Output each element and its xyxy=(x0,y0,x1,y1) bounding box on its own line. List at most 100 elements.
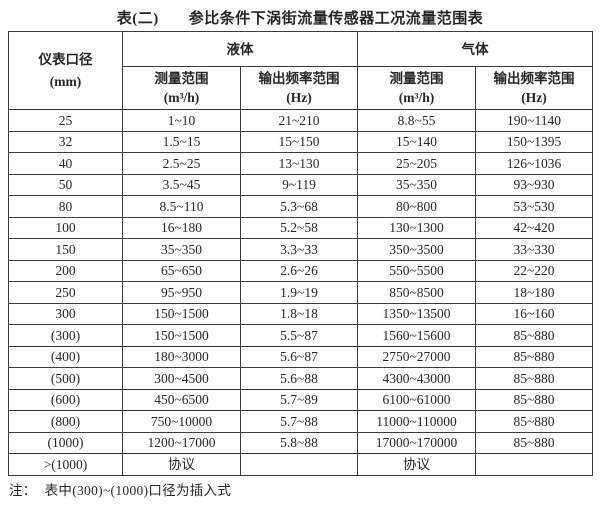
value-cell: 350~3500 xyxy=(357,238,476,261)
value-cell: 65~650 xyxy=(122,259,241,282)
table-title: 表(二) 参比条件下涡街流量传感器工况流量范围表 xyxy=(0,0,600,29)
value-cell: 8.8~55 xyxy=(357,109,476,132)
value-cell: 5.6~88 xyxy=(240,367,358,390)
value-cell: 95~950 xyxy=(122,281,241,304)
value-cell: 9~119 xyxy=(240,173,358,196)
table-row: (400) 180~3000 5.6~87 2750~27000 85~880 xyxy=(8,345,593,368)
value-cell: 190~1140 xyxy=(475,109,593,132)
value-cell: 85~880 xyxy=(475,431,593,454)
table-row: 250 95~950 1.9~19 850~8500 18~180 xyxy=(8,281,593,304)
table-row: (600) 450~6500 5.7~89 6100~61000 85~880 xyxy=(8,388,593,411)
value-cell: 93~930 xyxy=(475,173,593,196)
value-cell: 协议 xyxy=(357,453,476,476)
value-cell: 33~330 xyxy=(475,238,593,261)
table-row: (800) 750~10000 5.7~88 11000~110000 85~880 xyxy=(8,410,593,433)
value-cell: 1~10 xyxy=(122,109,241,132)
header-liquid-output-frequency: 输出频率范围 (Hz) xyxy=(240,66,358,110)
value-cell: 85~880 xyxy=(475,324,593,347)
value-cell: 22~220 xyxy=(475,259,593,282)
value-cell: 17000~170000 xyxy=(357,431,476,454)
header-sub-row: 测量范围 (m³/h) 输出频率范围 (Hz) 测量范围 (m³/h) 输出频率… xyxy=(9,66,593,110)
value-cell: 6100~61000 xyxy=(357,388,476,411)
value-cell: 53~530 xyxy=(475,195,593,218)
value-cell: 85~880 xyxy=(475,388,593,411)
value-cell: 80~800 xyxy=(357,195,476,218)
value-cell: 85~880 xyxy=(475,345,593,368)
header-diameter-line1: 仪表口径 xyxy=(38,51,93,67)
value-cell: 5.7~89 xyxy=(240,388,358,411)
table-number-label: 表(二) xyxy=(116,11,159,27)
header-gas-output-frequency-unit: (Hz) xyxy=(521,90,547,105)
diameter-cell: 150 xyxy=(8,238,123,261)
value-cell: 1560~15600 xyxy=(357,324,476,347)
table-row: (1000) 1200~17000 5.8~88 17000~170000 85~880 xyxy=(8,431,593,454)
header-diameter: 仪表口径 (mm) xyxy=(8,31,123,110)
footnote-text: 表中(300)~(1000)口径为插入式 xyxy=(44,482,232,498)
value-cell: 16~180 xyxy=(122,216,241,239)
header-gas-measure-range-line1: 测量范围 xyxy=(389,71,444,86)
diameter-cell: 40 xyxy=(8,152,123,175)
value-cell: 15~140 xyxy=(357,130,476,153)
header-liquid-output-frequency-unit: (Hz) xyxy=(286,90,312,105)
table-body: 25 1~10 21~210 8.8~55 190~1140 32 1.5~15 15~150… xyxy=(8,109,593,476)
header-liquid-output-frequency-line1: 输出频率范围 xyxy=(258,71,340,86)
table-row: 50 3.5~45 9~119 35~350 93~930 xyxy=(8,173,593,196)
value-cell: 21~210 xyxy=(240,109,358,132)
value-cell: 5.3~68 xyxy=(240,195,358,218)
value-cell: 35~350 xyxy=(122,238,241,261)
table-row: >(1000) 协议 协议 xyxy=(8,453,593,476)
table-row: 80 8.5~110 5.3~68 80~800 53~530 xyxy=(8,195,593,218)
value-cell: 126~1036 xyxy=(475,152,593,175)
value-cell: 5.6~87 xyxy=(240,345,358,368)
value-cell: 25~205 xyxy=(357,152,476,175)
table-row: 200 65~650 2.6~26 550~5500 22~220 xyxy=(8,259,593,282)
value-cell: 1.8~18 xyxy=(240,302,358,325)
value-cell: 850~8500 xyxy=(357,281,476,304)
header-gas-output-frequency-line1: 输出频率范围 xyxy=(493,71,575,86)
table-row: 100 16~180 5.2~58 130~1300 42~420 xyxy=(8,216,593,239)
value-cell: 550~5500 xyxy=(357,259,476,282)
diameter-cell: (600) xyxy=(8,388,123,411)
value-cell: 4300~43000 xyxy=(357,367,476,390)
header-liquid-measure-range-unit: (m³/h) xyxy=(163,90,200,105)
value-cell: 13~130 xyxy=(240,152,358,175)
header-diameter-line2: (mm) xyxy=(49,73,82,89)
value-cell: 8.5~110 xyxy=(122,195,241,218)
value-cell: 1350~13500 xyxy=(357,302,476,325)
diameter-cell: (800) xyxy=(8,410,123,433)
table-row: 40 2.5~25 13~130 25~205 126~1036 xyxy=(8,152,593,175)
value-cell: 1.5~15 xyxy=(122,130,241,153)
value-cell: 5.7~88 xyxy=(240,410,358,433)
diameter-cell: 80 xyxy=(8,195,123,218)
value-cell: 2.6~26 xyxy=(240,259,358,282)
flow-range-table: 仪表口径 (mm) 液体 气体 测量范围 (m³/h) 输出频率范围 (Hz) … xyxy=(8,31,593,476)
diameter-cell: 50 xyxy=(8,173,123,196)
value-cell: 5.2~58 xyxy=(240,216,358,239)
value-cell: 85~880 xyxy=(475,410,593,433)
value-cell: 300~4500 xyxy=(122,367,241,390)
diameter-cell: 32 xyxy=(8,130,123,153)
value-cell: 2750~27000 xyxy=(357,345,476,368)
diameter-cell: 300 xyxy=(8,302,123,325)
value-cell: 2.5~25 xyxy=(122,152,241,175)
table-title-text: 参比条件下涡街流量传感器工况流量范围表 xyxy=(188,11,484,27)
header-gas-group: 气体 xyxy=(357,31,593,67)
value-cell: 5.8~88 xyxy=(240,431,358,454)
diameter-cell: (300) xyxy=(8,324,123,347)
diameter-cell: >(1000) xyxy=(8,453,123,476)
table-row: (300) 150~1500 5.5~87 1560~15600 85~880 xyxy=(8,324,593,347)
value-cell xyxy=(240,453,358,476)
header-gas-output-frequency: 输出频率范围 (Hz) xyxy=(475,66,593,110)
value-cell: 150~1395 xyxy=(475,130,593,153)
value-cell: 16~160 xyxy=(475,302,593,325)
diameter-cell: (1000) xyxy=(8,431,123,454)
table-row: 150 35~350 3.3~33 350~3500 33~330 xyxy=(8,238,593,261)
diameter-cell: (500) xyxy=(8,367,123,390)
header-liquid-measure-range-line1: 测量范围 xyxy=(154,71,209,86)
value-cell: 35~350 xyxy=(357,173,476,196)
value-cell: 150~1500 xyxy=(122,324,241,347)
value-cell: 450~6500 xyxy=(122,388,241,411)
header-gas-measure-range: 测量范围 (m³/h) xyxy=(357,66,476,110)
value-cell: 11000~110000 xyxy=(357,410,476,433)
